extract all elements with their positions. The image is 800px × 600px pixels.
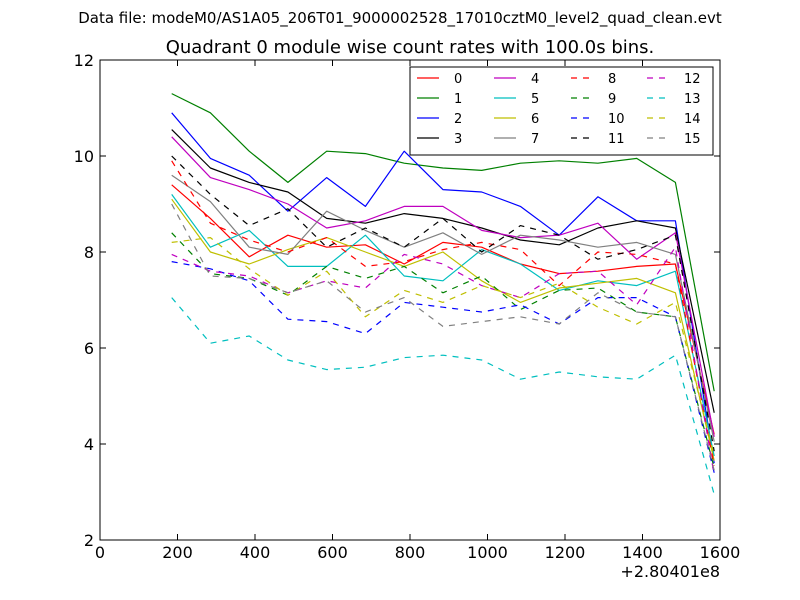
- legend-label-9: 9: [608, 92, 616, 107]
- series-line-11: [171, 155, 715, 452]
- y-tick-label: 12: [74, 51, 94, 70]
- y-tick-label: 10: [74, 147, 94, 166]
- x-tick-label: 1200: [545, 543, 586, 562]
- x-tick-label: 0: [95, 543, 105, 562]
- x-tick-label: 1400: [622, 543, 663, 562]
- series-layer: [171, 93, 715, 495]
- legend-label-2: 2: [454, 112, 462, 127]
- series-line-13: [171, 297, 715, 495]
- legend-label-6: 6: [531, 112, 539, 127]
- x-tick-label: 1600: [700, 543, 741, 562]
- x-tick-label: 800: [395, 543, 426, 562]
- series-line-9: [171, 232, 715, 469]
- x-tick-label: 1000: [467, 543, 508, 562]
- legend-label-4: 4: [531, 72, 539, 87]
- x-offset-label: +2.80401e8: [620, 562, 720, 581]
- legend-box: [409, 66, 714, 156]
- data-file-header: Data file: modeM0/AS1A05_206T01_90000025…: [78, 9, 722, 28]
- series-line-8: [171, 160, 715, 466]
- legend-label-15: 15: [684, 132, 701, 147]
- y-tick-label: 2: [84, 531, 94, 550]
- series-line-15: [171, 203, 715, 471]
- legend-label-7: 7: [531, 132, 539, 147]
- series-line-14: [171, 237, 715, 457]
- legend-label-12: 12: [684, 72, 701, 87]
- series-line-1: [171, 93, 715, 392]
- series-line-2: [171, 112, 715, 464]
- legend-label-8: 8: [608, 72, 616, 87]
- series-line-12: [171, 246, 715, 476]
- y-tick-label: 8: [84, 243, 94, 262]
- legend-label-10: 10: [608, 112, 625, 127]
- series-line-6: [171, 198, 715, 461]
- series-line-5: [171, 194, 715, 457]
- y-tick-label: 6: [84, 339, 94, 358]
- legend-label-3: 3: [454, 132, 462, 147]
- series-line-3: [171, 129, 715, 413]
- x-tick-label: 200: [162, 543, 193, 562]
- legend-label-1: 1: [454, 92, 462, 107]
- legend-label-5: 5: [531, 92, 539, 107]
- chart-title: Quadrant 0 module wise count rates with …: [166, 37, 655, 58]
- x-tick-label: 400: [240, 543, 271, 562]
- legend-label-0: 0: [454, 72, 462, 87]
- x-tick-label: 600: [317, 543, 348, 562]
- series-line-4: [171, 136, 715, 437]
- legend-label-14: 14: [684, 112, 701, 127]
- series-line-7: [171, 174, 715, 442]
- series-line-10: [171, 261, 715, 473]
- legend-label-11: 11: [608, 132, 625, 147]
- legend-label-13: 13: [684, 92, 701, 107]
- y-tick-label: 4: [84, 435, 94, 454]
